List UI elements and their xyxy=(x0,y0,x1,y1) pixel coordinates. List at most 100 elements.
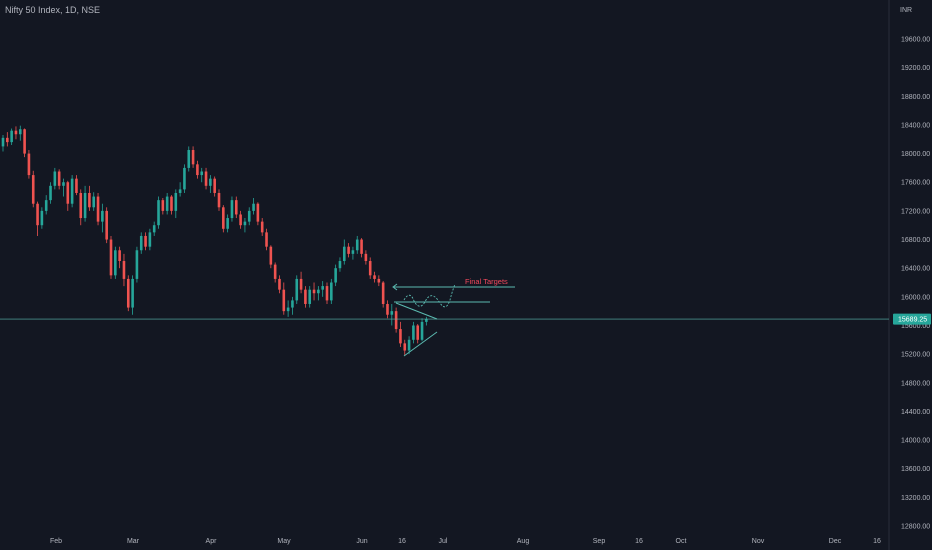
candle-body xyxy=(338,261,342,269)
candle-body xyxy=(144,235,147,247)
candle-body xyxy=(291,300,294,308)
candle-body xyxy=(131,278,134,308)
candle-body xyxy=(416,325,420,340)
candle-body xyxy=(209,178,212,186)
candle-body xyxy=(412,325,415,340)
candle-body xyxy=(118,250,121,262)
candle-body xyxy=(23,129,26,154)
candle-body xyxy=(390,311,394,315)
candle-body xyxy=(265,232,268,247)
candle-body xyxy=(36,203,39,226)
candle-body xyxy=(351,250,355,254)
candle-body xyxy=(40,210,44,226)
time-tick-label: Sep xyxy=(593,538,606,545)
candle-body xyxy=(187,150,191,168)
time-tick-label: Feb xyxy=(50,538,62,545)
candle-body xyxy=(126,278,130,308)
last-price-tag xyxy=(893,313,931,325)
candle-body xyxy=(53,171,57,186)
price-tick-label: 14400.00 xyxy=(901,409,930,416)
candle-body xyxy=(377,278,381,283)
candle-body xyxy=(252,203,255,211)
candle-body xyxy=(70,178,74,204)
candle-body xyxy=(407,339,411,351)
candle-body xyxy=(321,286,324,290)
candle-body xyxy=(399,329,402,344)
final-targets-label: Final Targets xyxy=(465,277,508,286)
candles xyxy=(1,125,428,356)
candle-body xyxy=(62,182,65,186)
candle-body xyxy=(122,261,126,279)
candle-body xyxy=(317,289,320,294)
candle-body xyxy=(295,278,299,301)
candle-body xyxy=(243,221,247,226)
time-tick-label: Apr xyxy=(206,538,218,545)
price-tick-label: 16000.00 xyxy=(901,294,930,301)
candle-body xyxy=(148,232,152,247)
candle-body xyxy=(18,129,22,135)
candle-body xyxy=(109,239,113,276)
price-tick-label: 17200.00 xyxy=(901,208,930,215)
time-axis[interactable]: Feb Mar Apr May Jun 16 Jul Aug Sep 16 Oct Nov Dec 16 xyxy=(50,538,881,545)
currency-label: INR xyxy=(900,7,912,14)
time-tick-label: Dec xyxy=(829,538,842,545)
candle-body xyxy=(304,289,307,304)
candle-body xyxy=(57,171,61,186)
candle-body xyxy=(92,196,96,208)
candle-body xyxy=(1,137,5,147)
time-tick-label: Mar xyxy=(127,538,140,545)
candle-body xyxy=(105,210,108,240)
time-tick-label: 16 xyxy=(398,538,406,545)
time-tick-label: Oct xyxy=(676,538,687,545)
price-tick-label: 18800.00 xyxy=(901,94,930,101)
annotations xyxy=(392,283,515,357)
candle-body xyxy=(161,200,165,211)
candle-body xyxy=(135,250,139,279)
time-tick-label: Aug xyxy=(517,538,530,545)
candle-body xyxy=(96,196,100,222)
price-tick-label: 15600.00 xyxy=(901,323,930,330)
candle-body xyxy=(139,235,143,251)
candle-body xyxy=(286,307,290,312)
candle-body xyxy=(273,264,277,279)
time-tick-label: 16 xyxy=(873,538,881,545)
time-tick-label: Nov xyxy=(752,538,765,545)
time-tick-label: Jul xyxy=(439,538,448,545)
price-tick-label: 13600.00 xyxy=(901,466,930,473)
candle-body xyxy=(152,225,156,233)
candle-body xyxy=(260,221,264,233)
candle-body xyxy=(200,171,204,176)
candle-body xyxy=(330,282,333,301)
candle-body xyxy=(420,321,424,340)
candle-body xyxy=(49,185,52,201)
candle-body xyxy=(278,278,281,290)
time-tick-label: Jun xyxy=(356,538,367,545)
price-tick-label: 16400.00 xyxy=(901,266,930,273)
price-tick-label: 16800.00 xyxy=(901,237,930,244)
chart-title: Nifty 50 Index, 1D, NSE xyxy=(5,5,101,15)
price-tick-label: 15200.00 xyxy=(901,352,930,359)
candle-body xyxy=(334,268,337,283)
candle-body xyxy=(213,178,216,193)
candle-body xyxy=(174,192,178,211)
candle-body xyxy=(204,171,208,186)
candle-body xyxy=(234,200,238,215)
candle-body xyxy=(14,130,18,135)
price-tick-label: 14000.00 xyxy=(901,438,930,445)
candle-body xyxy=(10,130,13,143)
price-tick-label: 19200.00 xyxy=(901,65,930,72)
candle-body xyxy=(368,261,372,276)
candle-body xyxy=(312,289,316,294)
upper-trendline xyxy=(395,302,438,320)
candle-body xyxy=(178,189,182,193)
candle-body xyxy=(44,200,48,211)
target-arrowhead xyxy=(392,283,398,291)
price-tick-label: 18400.00 xyxy=(901,122,930,129)
candle-body xyxy=(247,210,251,222)
candle-body xyxy=(27,153,31,176)
price-axis[interactable]: 12800.00 13200.00 13600.00 14000.00 14400.00… xyxy=(901,37,930,531)
candle-body xyxy=(101,210,104,222)
candle-body xyxy=(157,200,160,226)
